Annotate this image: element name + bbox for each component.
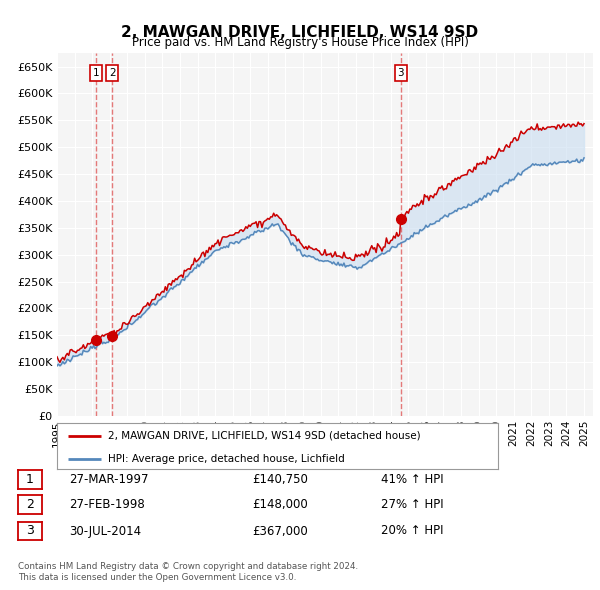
Text: 3: 3 <box>398 68 404 78</box>
Text: 2, MAWGAN DRIVE, LICHFIELD, WS14 9SD (detached house): 2, MAWGAN DRIVE, LICHFIELD, WS14 9SD (de… <box>108 431 421 441</box>
Text: £140,750: £140,750 <box>252 473 308 486</box>
Text: Contains HM Land Registry data © Crown copyright and database right 2024.: Contains HM Land Registry data © Crown c… <box>18 562 358 571</box>
Text: £148,000: £148,000 <box>252 498 308 511</box>
Text: 2: 2 <box>109 68 116 78</box>
Text: HPI: Average price, detached house, Lichfield: HPI: Average price, detached house, Lich… <box>108 454 344 464</box>
Text: 1: 1 <box>93 68 100 78</box>
Text: 27% ↑ HPI: 27% ↑ HPI <box>381 498 443 511</box>
Text: This data is licensed under the Open Government Licence v3.0.: This data is licensed under the Open Gov… <box>18 572 296 582</box>
Text: 41% ↑ HPI: 41% ↑ HPI <box>381 473 443 486</box>
Text: 3: 3 <box>26 525 34 537</box>
Text: 2: 2 <box>26 498 34 511</box>
Text: £367,000: £367,000 <box>252 525 308 537</box>
Text: 27-FEB-1998: 27-FEB-1998 <box>69 498 145 511</box>
Text: 30-JUL-2014: 30-JUL-2014 <box>69 525 141 537</box>
Text: 2, MAWGAN DRIVE, LICHFIELD, WS14 9SD: 2, MAWGAN DRIVE, LICHFIELD, WS14 9SD <box>121 25 479 40</box>
Text: 27-MAR-1997: 27-MAR-1997 <box>69 473 149 486</box>
Text: 1: 1 <box>26 473 34 486</box>
Text: Price paid vs. HM Land Registry's House Price Index (HPI): Price paid vs. HM Land Registry's House … <box>131 36 469 49</box>
Text: 20% ↑ HPI: 20% ↑ HPI <box>381 525 443 537</box>
